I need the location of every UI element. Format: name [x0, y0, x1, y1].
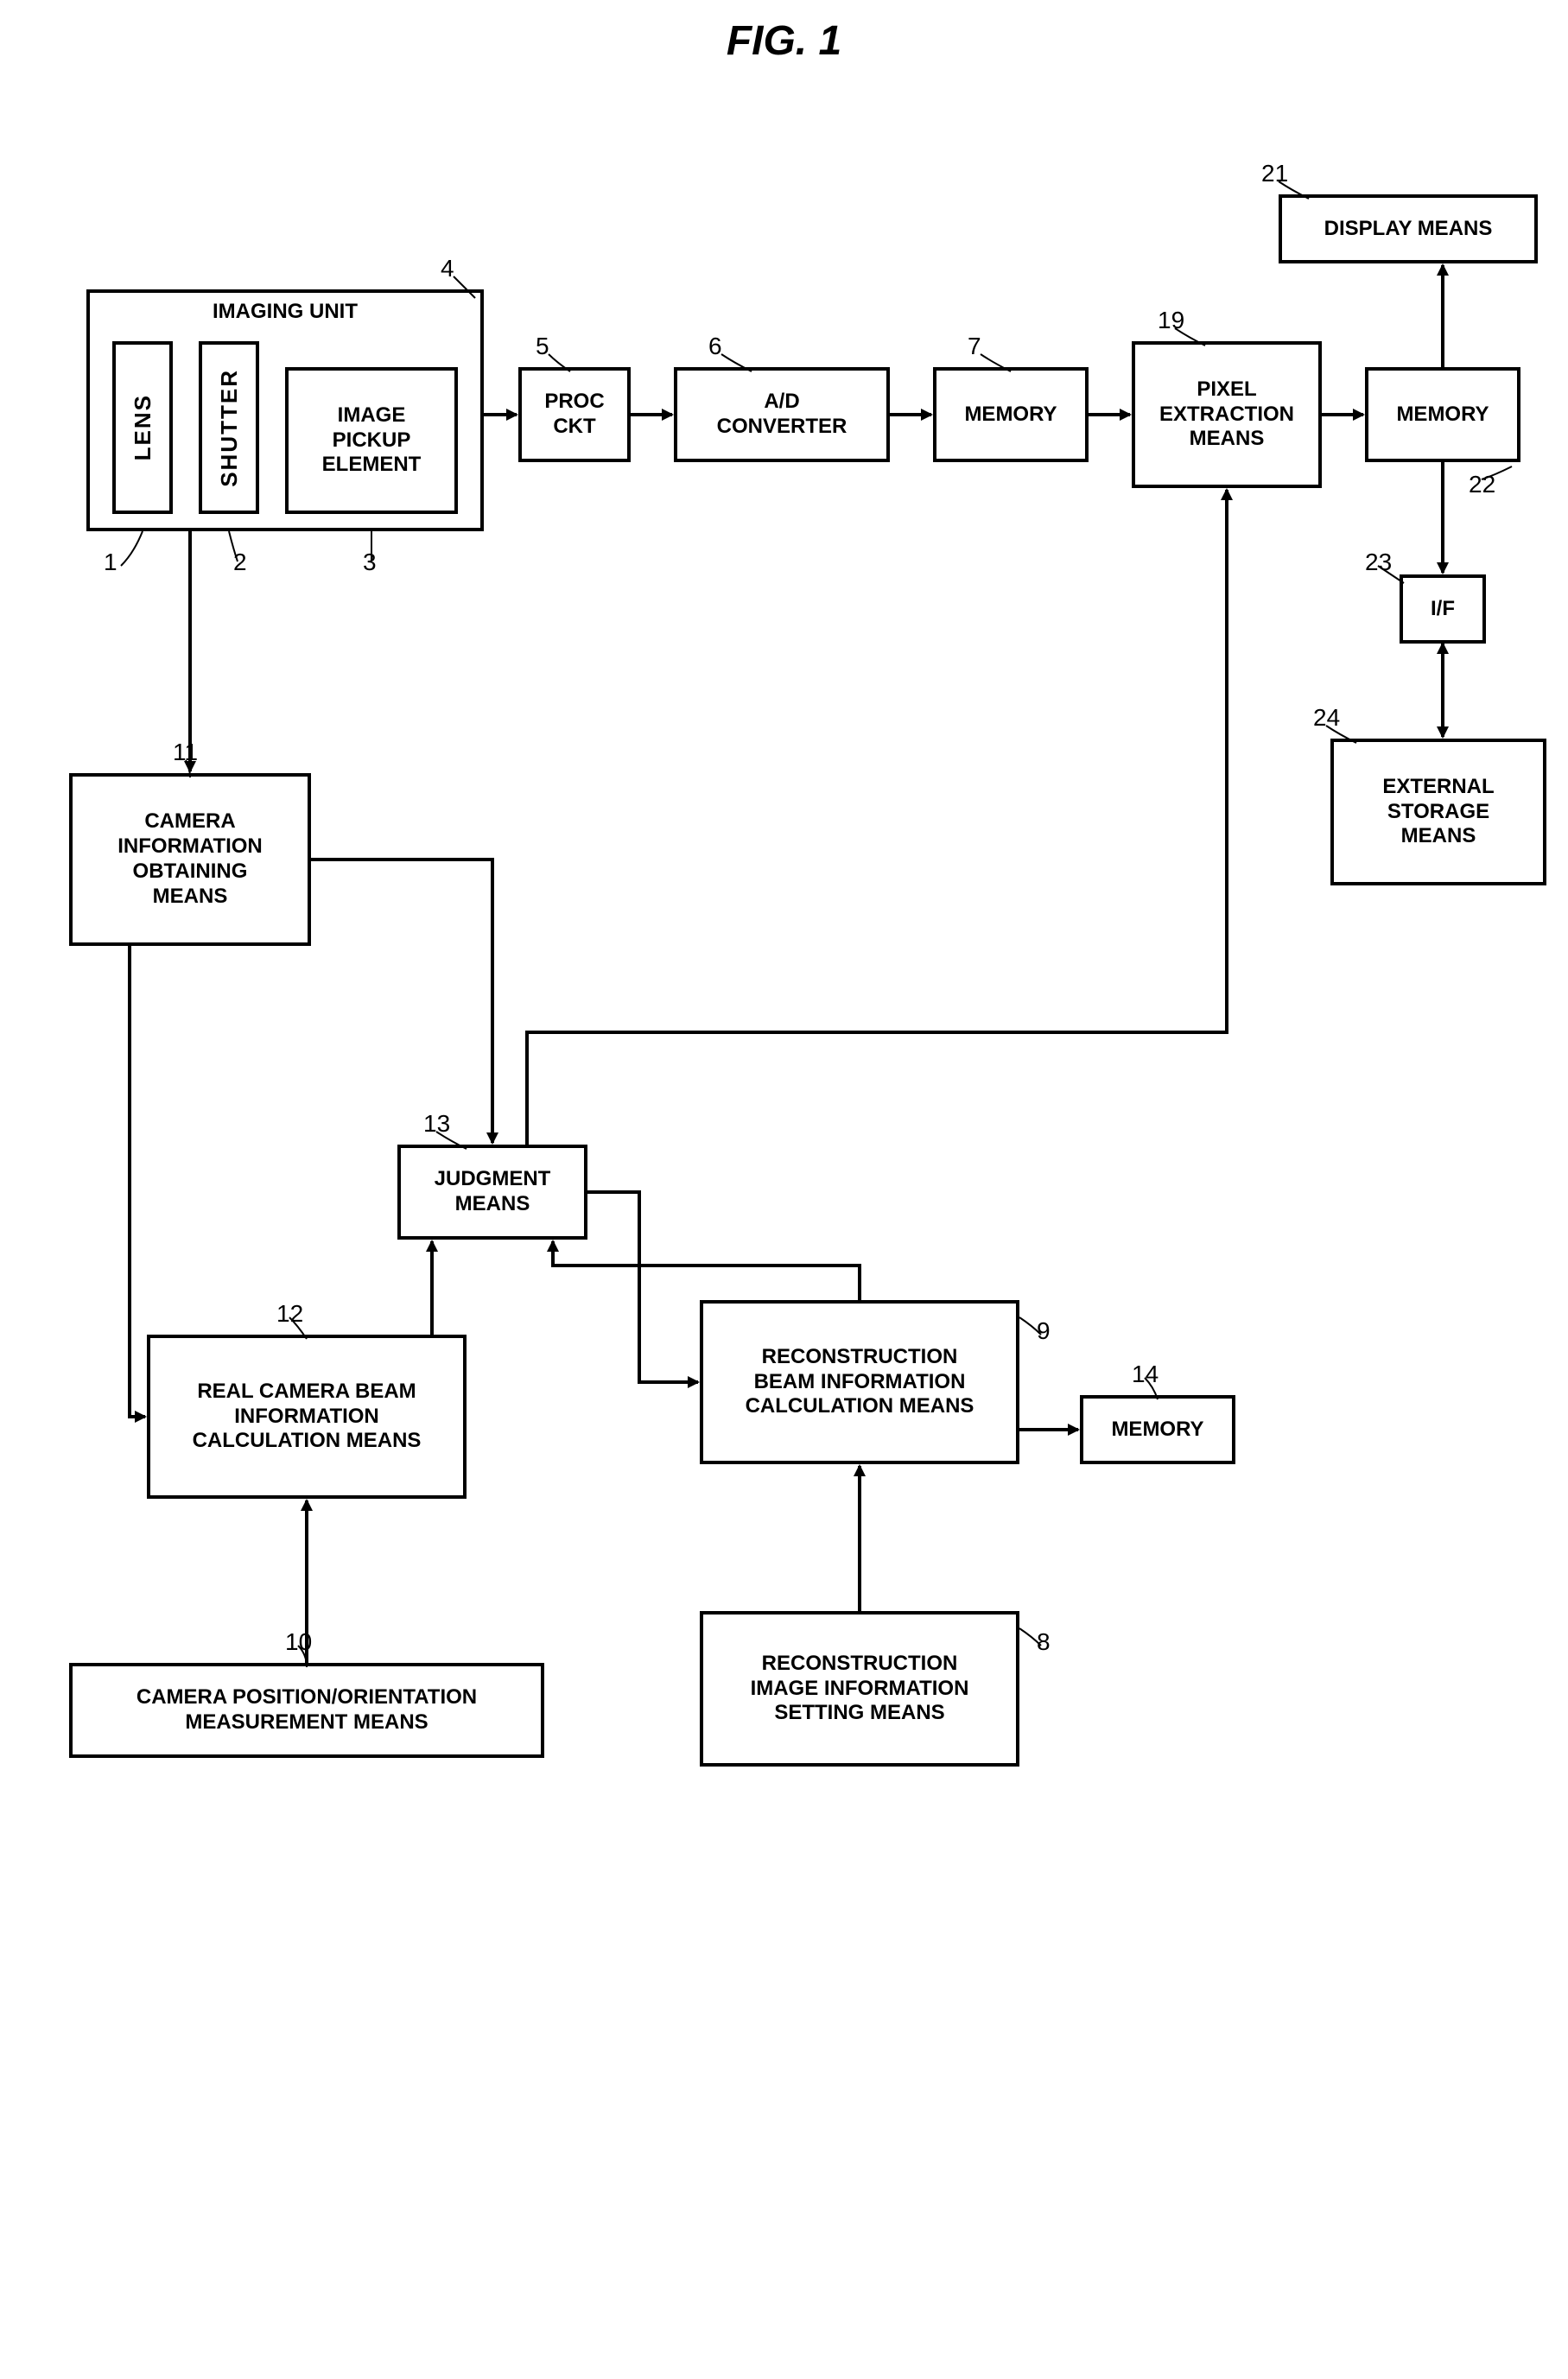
real-camera-num: 12: [276, 1300, 303, 1328]
lens-label: LENS: [130, 394, 156, 460]
if-num: 23: [1365, 549, 1392, 576]
shutter-label: SHUTTER: [216, 369, 243, 487]
ad-converter-label: A/D CONVERTER: [717, 390, 847, 440]
display-means-box: DISPLAY MEANS: [1279, 194, 1538, 263]
memory22-box: MEMORY: [1365, 367, 1520, 462]
if-label: I/F: [1431, 597, 1455, 622]
proc-ckt-label: PROC CKT: [544, 390, 604, 440]
memory22-num: 22: [1469, 471, 1495, 498]
ad-converter-num: 6: [708, 333, 722, 360]
judgment-label: JUDGMENT MEANS: [435, 1167, 551, 1217]
proc-ckt-box: PROC CKT: [518, 367, 631, 462]
recon-beam-label: RECONSTRUCTION BEAM INFORMATION CALCULAT…: [746, 1345, 974, 1419]
memory14-label: MEMORY: [1111, 1418, 1203, 1443]
recon-beam-box: RECONSTRUCTION BEAM INFORMATION CALCULAT…: [700, 1300, 1019, 1464]
memory7-label: MEMORY: [964, 403, 1057, 428]
image-pickup-label: IMAGE PICKUP ELEMENT: [322, 403, 422, 478]
display-means-num: 21: [1261, 160, 1288, 187]
camera-pos-label: CAMERA POSITION/ORIENTATION MEASUREMENT …: [136, 1685, 477, 1735]
real-camera-label: REAL CAMERA BEAM INFORMATION CALCULATION…: [193, 1380, 422, 1454]
image-pickup-num: 3: [363, 549, 377, 576]
camera-info-num: 11: [173, 739, 198, 766]
memory14-box: MEMORY: [1080, 1395, 1235, 1464]
pixel-extraction-box: PIXEL EXTRACTION MEANS: [1132, 341, 1322, 488]
image-pickup-box: IMAGE PICKUP ELEMENT: [285, 367, 458, 514]
judgment-box: JUDGMENT MEANS: [397, 1145, 587, 1240]
ad-converter-box: A/D CONVERTER: [674, 367, 890, 462]
pixel-extraction-num: 19: [1158, 307, 1184, 334]
shutter-box: SHUTTER: [199, 341, 259, 514]
imaging-unit-label: IMAGING UNIT: [90, 300, 480, 325]
judgment-num: 13: [423, 1110, 450, 1138]
lens-num: 1: [104, 549, 117, 576]
block-diagram: IMAGING UNIT 4 LENS 1 SHUTTER 2 IMAGE PI…: [17, 82, 1551, 2328]
pixel-extraction-label: PIXEL EXTRACTION MEANS: [1159, 377, 1294, 452]
camera-info-box: CAMERA INFORMATION OBTAINING MEANS: [69, 773, 311, 946]
if-box: I/F: [1400, 574, 1486, 644]
proc-ckt-num: 5: [536, 333, 549, 360]
display-means-label: DISPLAY MEANS: [1324, 217, 1493, 242]
memory22-label: MEMORY: [1396, 403, 1489, 428]
memory7-box: MEMORY: [933, 367, 1089, 462]
real-camera-box: REAL CAMERA BEAM INFORMATION CALCULATION…: [147, 1335, 467, 1499]
shutter-num: 2: [233, 549, 247, 576]
figure-title: FIG. 1: [17, 17, 1551, 65]
recon-image-label: RECONSTRUCTION IMAGE INFORMATION SETTING…: [751, 1652, 969, 1726]
recon-image-box: RECONSTRUCTION IMAGE INFORMATION SETTING…: [700, 1611, 1019, 1767]
lens-box: LENS: [112, 341, 173, 514]
external-storage-label: EXTERNAL STORAGE MEANS: [1382, 775, 1494, 849]
memory14-num: 14: [1132, 1361, 1159, 1388]
imaging-unit-num: 4: [441, 255, 454, 282]
external-storage-box: EXTERNAL STORAGE MEANS: [1330, 739, 1546, 885]
recon-image-num: 8: [1037, 1628, 1051, 1656]
camera-info-label: CAMERA INFORMATION OBTAINING MEANS: [117, 809, 263, 909]
recon-beam-num: 9: [1037, 1317, 1051, 1345]
external-storage-num: 24: [1313, 704, 1340, 732]
camera-pos-box: CAMERA POSITION/ORIENTATION MEASUREMENT …: [69, 1663, 544, 1758]
memory7-num: 7: [968, 333, 981, 360]
camera-pos-num: 10: [285, 1628, 312, 1656]
